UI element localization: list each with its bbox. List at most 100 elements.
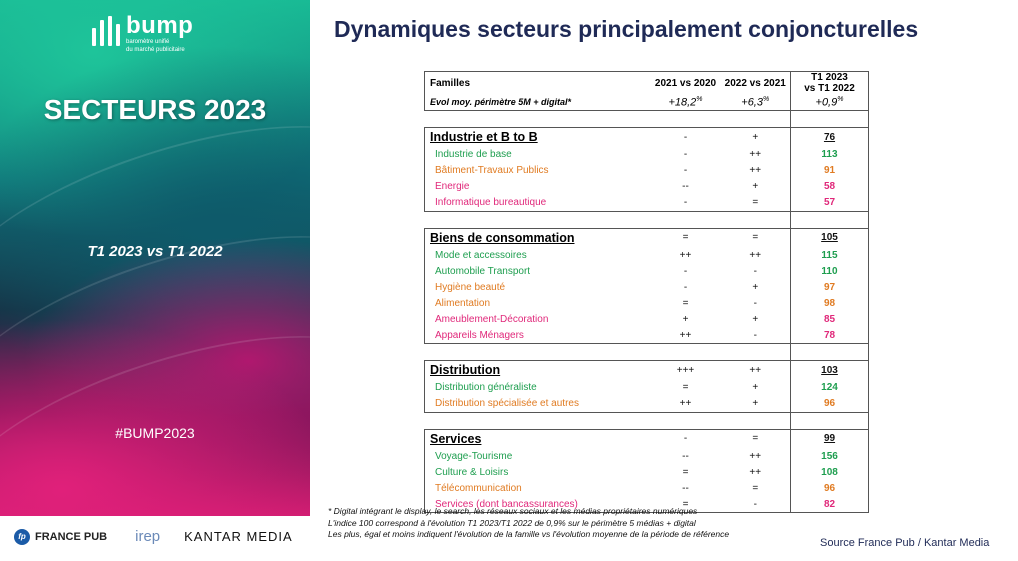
evol-value: +6,3% [720,94,791,111]
logo-tagline: baromètre unifié [126,39,170,45]
sector-index: 113 [790,146,869,163]
family-name: Distribution [424,360,651,380]
spacer-cell [425,412,651,429]
sector-2021: - [650,194,721,212]
spacer-cell [721,412,791,429]
sector-2022: = [752,482,759,494]
spacer-cell [790,412,869,429]
sector-2021: ++ [679,249,692,261]
family-index: 76 [790,127,869,147]
family-2022: + [720,127,791,147]
spacer-row [425,343,869,361]
sector-2021: = [682,466,689,478]
sector-index: 57 [790,194,869,212]
sector-index: 96 [790,480,869,496]
sector-2021: + [682,313,689,325]
sector-row: Voyage-Tourisme -- ++ 156 [424,448,869,464]
sector-2021: - [683,265,688,277]
sector-name: Services (dont bancassurances) [424,496,651,513]
family-row: Services - = 99 [424,428,869,448]
sector-2022: + [720,395,791,413]
sector-name: Distribution spécialisée et autres [424,395,651,413]
sector-row: Services (dont bancassurances) = -82 [424,496,869,513]
france-pub-logo: fp FRANCE PUB [14,528,108,545]
header-2022-vs-2021: 2022 vs 2021 [720,71,791,94]
sector-row: Industrie de base - ++ 113 [424,146,869,163]
irep-logo: irep [135,528,161,545]
spacer-cell [721,211,791,228]
spacer-cell [790,110,869,128]
sector-2022: ++ [749,466,762,478]
sector-index: 96 [790,395,869,413]
family-row: Biens de consommation = = 105 [424,227,869,247]
sector-2021: - [683,149,688,160]
family-row: Distribution +++ ++ 103 [424,360,869,380]
sector-row: Bâtiment-Travaux Publics - ++ 91 [424,162,869,179]
table-header-row: Familles 2021 vs 2020 2022 vs 2021 T1 2023 v… [424,71,869,94]
logo-tagline: du marché publicitaire [126,47,185,53]
sector-row: Culture & Loisirs = ++ 108 [424,464,869,480]
france-pub-icon: fp [14,528,30,545]
header-families: Familles [424,71,651,94]
sector-name: Industrie de base [424,146,651,163]
france-pub-text: FRANCE PUB [35,530,108,543]
header-t1-line: T1 2023 [811,72,848,83]
sector-index: 78 [790,327,869,344]
sector-name: Mode et accessoires [424,247,651,263]
spacer-cell [651,412,721,429]
sector-2022: = [720,194,791,212]
sector-name: Hygiène beauté [424,279,651,295]
sector-name: Appareils Ménagers [424,327,651,344]
sector-2021: -- [682,181,689,192]
sector-2021: -- [682,482,689,494]
spacer-cell [721,111,791,128]
spacer-row [425,110,869,128]
family-index: 99 [790,428,869,448]
sector-2021: - [683,281,688,293]
evol-label: Evol moy. périmètre 5M + digital* [424,94,651,111]
family-2021: - [650,127,721,147]
sector-2022: - [753,297,757,309]
family-row: Industrie et B to B - +76 [424,127,869,147]
bump-logo: bump baromètre unifié du marché publicit… [92,14,193,54]
sector-2021: -- [682,450,689,462]
sector-name: Alimentation [424,295,651,311]
sector-name: Culture & Loisirs [424,464,651,480]
partner-logos: fp FRANCE PUB irep KANTAR MEDIA [14,528,293,545]
footnote-line: L'indice 100 correspond à l'évolution T1… [328,517,696,528]
evol-row: Evol moy. périmètre 5M + digital* +18,2% +… [424,94,869,111]
sector-2022: + [752,382,759,393]
bars-icon [92,16,120,46]
sector-name: Energie [424,178,651,195]
footnotes: * Digital intégrant le display, le searc… [328,506,729,541]
sector-row: Informatique bureautique - = 57 [424,194,869,212]
sector-row: Ameublement-Décoration + +85 [424,311,869,327]
sector-row: Mode et accessoires ++ ++ 115 [424,247,869,263]
sector-2021: ++ [650,395,721,413]
spacer-row [425,412,869,429]
sector-2022: ++ [749,249,762,261]
sector-name: Ameublement-Décoration [424,311,651,327]
sector-2022: - [720,496,791,513]
sector-2022: - [753,265,757,277]
family-name: Industrie et B to B [424,127,651,147]
sector-2022: ++ [749,149,762,160]
family-index: 103 [790,360,869,380]
sector-row: Distribution généraliste = +124 [424,379,869,396]
footnote-line: * Digital intégrant le display, le searc… [328,506,698,516]
sector-2021: = [682,382,689,393]
sector-index: 98 [790,295,869,311]
family-2021: = [650,227,721,247]
section-title: SECTEURS 2023 [43,94,267,125]
source-label: Source France Pub / Kantar Media [820,537,990,549]
sector-row: Automobile Transport - - 110 [424,263,869,279]
sector-index: 85 [790,311,869,327]
spacer-cell [425,344,651,361]
sector-index: 91 [790,162,869,179]
sector-row: Appareils Ménagers ++ -78 [424,327,869,344]
spacer-cell [651,344,721,361]
sector-index: 108 [790,464,869,480]
sector-index: 156 [790,448,869,464]
sector-2022: - [720,327,791,344]
evol-value: +0,9% [790,94,869,111]
